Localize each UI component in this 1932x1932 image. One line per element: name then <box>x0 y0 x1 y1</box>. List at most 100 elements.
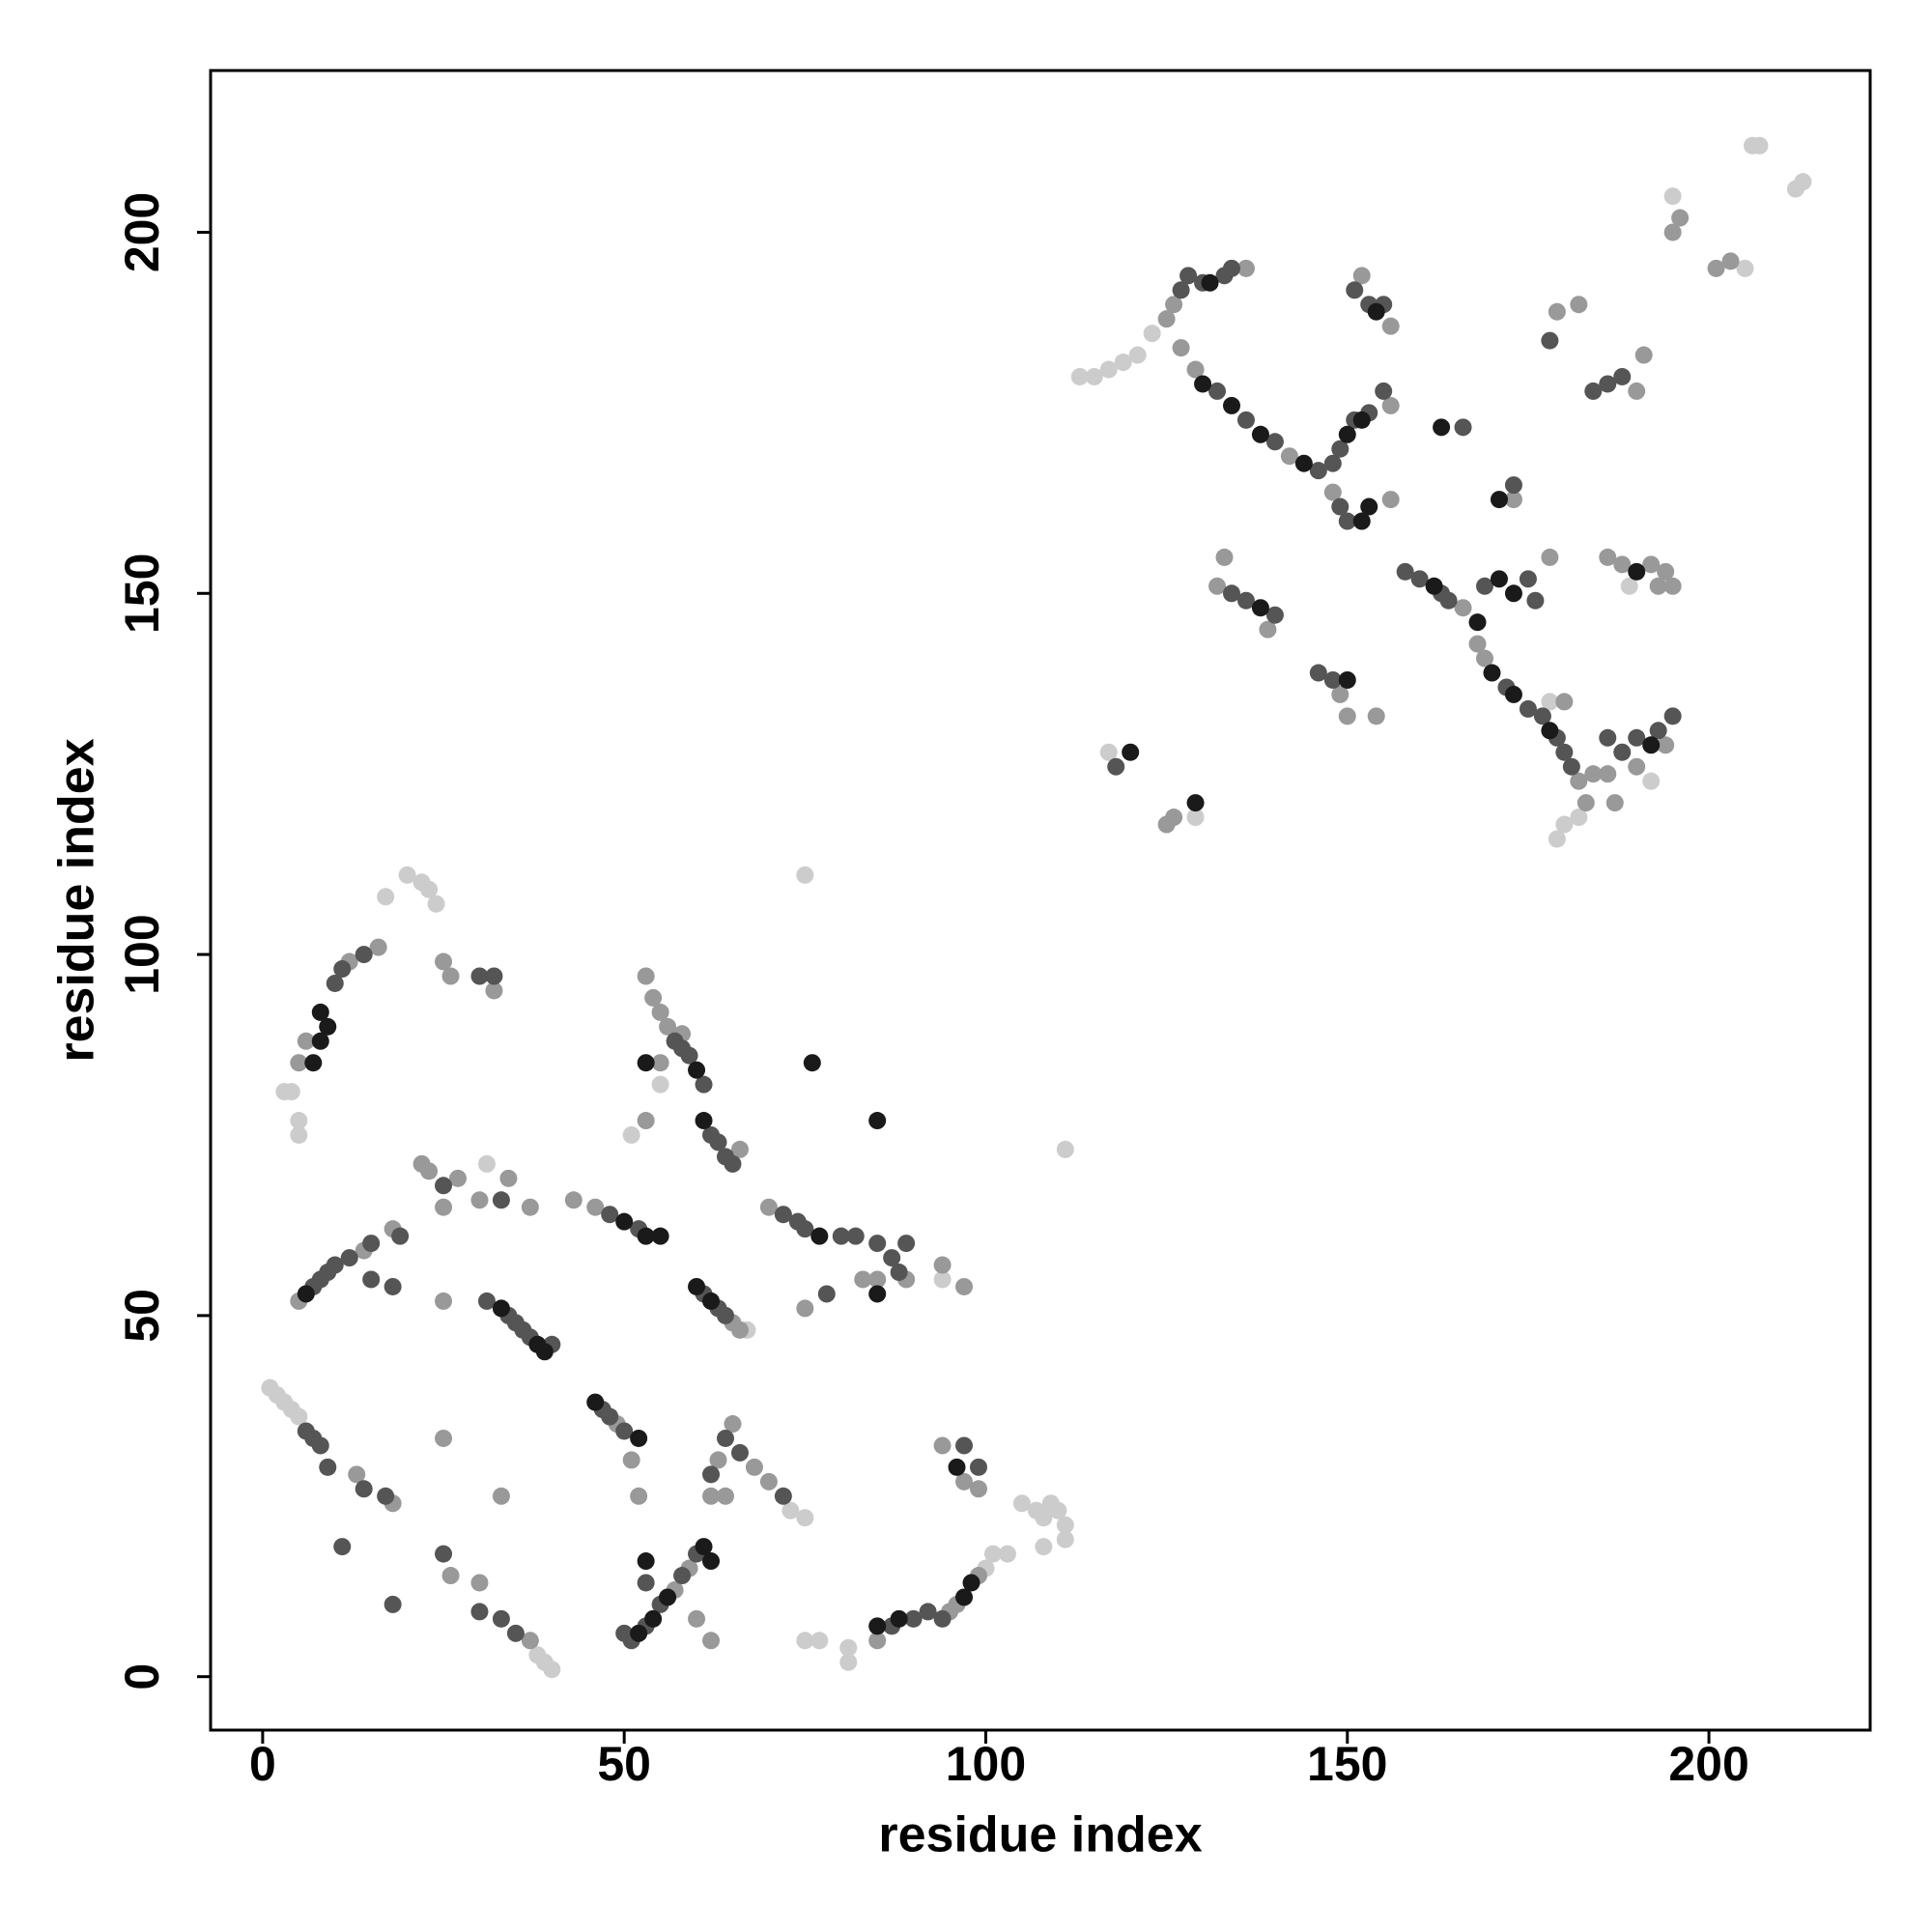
point <box>998 1545 1016 1563</box>
point <box>1309 664 1327 682</box>
point <box>637 1227 655 1245</box>
point <box>1381 317 1400 335</box>
point <box>1628 382 1646 400</box>
point <box>933 1270 952 1289</box>
point <box>1425 577 1443 595</box>
point <box>709 1451 727 1469</box>
point <box>477 1292 496 1310</box>
point <box>311 1003 329 1021</box>
point <box>688 1061 706 1079</box>
x-tick-label: 50 <box>597 1737 651 1791</box>
point <box>724 1154 742 1173</box>
point <box>702 1552 721 1571</box>
point <box>290 1112 308 1130</box>
point <box>1642 736 1661 754</box>
point <box>427 895 445 913</box>
point <box>1504 491 1522 509</box>
x-axis-title: residue index <box>878 1807 1202 1863</box>
point <box>622 1451 640 1469</box>
point <box>384 1277 402 1295</box>
point <box>890 1264 908 1282</box>
point <box>1128 346 1147 364</box>
point <box>326 1256 344 1274</box>
point <box>1186 794 1205 812</box>
point <box>846 1227 865 1245</box>
point <box>1526 591 1545 610</box>
point <box>1642 772 1661 790</box>
point <box>730 1443 749 1462</box>
point <box>955 1277 974 1295</box>
point <box>730 1140 749 1158</box>
point <box>630 1429 648 1447</box>
point <box>695 1538 713 1556</box>
point <box>377 1487 395 1505</box>
point <box>601 1206 619 1224</box>
point <box>1468 613 1487 632</box>
point <box>1599 375 1617 393</box>
point <box>1352 267 1371 285</box>
point <box>637 1112 655 1130</box>
point <box>311 1032 329 1050</box>
point <box>1613 367 1632 385</box>
point <box>369 938 387 956</box>
point <box>521 1632 539 1650</box>
point <box>796 1509 814 1527</box>
point <box>1663 707 1682 725</box>
point <box>810 1227 829 1245</box>
point <box>1671 209 1690 227</box>
point <box>630 1487 648 1505</box>
point <box>983 1545 1002 1563</box>
point <box>868 1632 887 1650</box>
point <box>1194 375 1212 393</box>
point <box>521 1198 539 1216</box>
point <box>1367 302 1385 321</box>
point <box>1439 591 1458 610</box>
point <box>1519 570 1537 588</box>
point <box>1410 570 1429 588</box>
point <box>1236 591 1255 610</box>
y-tick-label: 100 <box>115 914 169 994</box>
point <box>759 1472 778 1491</box>
point <box>1519 699 1537 718</box>
point <box>651 1227 669 1245</box>
point <box>311 1436 329 1455</box>
point <box>290 1125 308 1144</box>
point <box>384 1595 402 1613</box>
point <box>1433 418 1451 437</box>
point <box>796 1299 814 1318</box>
point <box>673 1567 692 1585</box>
point <box>499 1169 518 1187</box>
point <box>1236 411 1255 429</box>
point <box>688 1609 706 1628</box>
point <box>1504 476 1522 495</box>
point <box>1468 635 1487 653</box>
point <box>702 1292 721 1310</box>
point <box>297 1032 315 1050</box>
point <box>1562 757 1580 776</box>
point <box>1186 809 1205 827</box>
point <box>868 1285 887 1303</box>
point <box>1035 1538 1053 1556</box>
point <box>1223 396 1241 414</box>
point <box>348 1465 366 1484</box>
point <box>506 1624 525 1642</box>
point <box>1570 772 1588 790</box>
point <box>839 1638 858 1657</box>
point <box>1143 325 1161 343</box>
point <box>1381 491 1400 509</box>
point <box>492 1191 510 1209</box>
point <box>1223 584 1241 603</box>
point <box>1215 548 1234 566</box>
point <box>651 1054 669 1072</box>
point <box>904 1609 923 1628</box>
point <box>470 1191 489 1209</box>
x-tick-label: 200 <box>1668 1737 1748 1791</box>
point <box>1555 743 1574 761</box>
point <box>1599 765 1617 783</box>
point <box>1375 382 1393 400</box>
point <box>716 1306 734 1324</box>
point <box>333 1538 352 1556</box>
point <box>781 1501 800 1520</box>
point <box>1099 360 1118 379</box>
point <box>391 1227 410 1245</box>
